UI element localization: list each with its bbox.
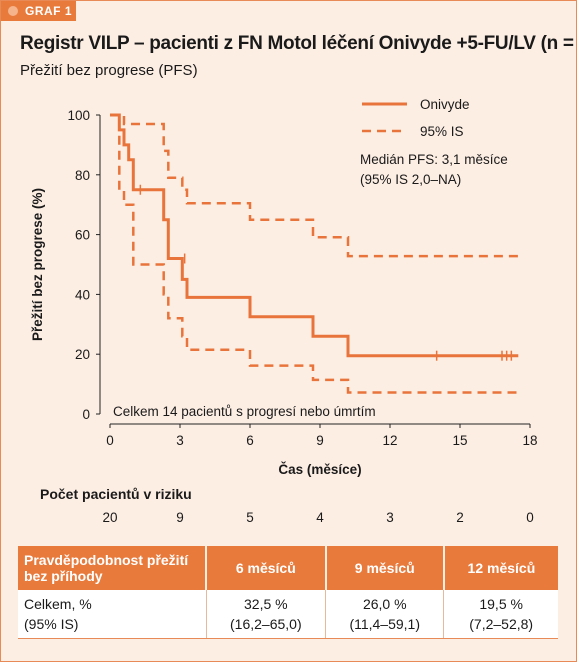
row-label-line2: (95% IS)	[24, 616, 79, 632]
series-line-ci-1	[110, 113, 519, 394]
risk-count: 0	[526, 510, 534, 525]
y-tick-label: 40	[75, 287, 90, 302]
events-footnote: Celkem 14 pacientů s progresí nebo úmrtí…	[113, 404, 376, 419]
cell-12m-value: 19,5 %	[479, 596, 523, 612]
risk-count: 9	[176, 510, 184, 525]
row-label: Celkem, % (95% IS)	[18, 590, 207, 639]
risk-row: 20 9 5 4 3 2 0	[102, 510, 534, 525]
figure-tag: GRAF 1	[1, 1, 76, 21]
x-tick-label: 0	[106, 433, 114, 448]
y-tick-label: 60	[75, 228, 90, 243]
y-tick-label: 0	[82, 407, 90, 422]
risk-count: 2	[456, 510, 464, 525]
median-annotation: Medián PFS: 3,1 měsíce	[360, 152, 508, 167]
table-header-label: Pravděpodobnost přežití bez příhody	[18, 546, 207, 590]
risk-count: 4	[316, 510, 324, 525]
median-ci-annotation: (95% IS 2,0–NA)	[360, 172, 461, 187]
cell-9m: 26,0 % (11,4–59,1)	[325, 590, 445, 639]
risk-label: Počet pacientů v riziku	[40, 486, 192, 502]
legend-label-onivyde: Onivyde	[420, 97, 470, 112]
km-chart: 0 20 40 60 80 100 0 3 6 9 12 15 18 Přežití bez progre…	[30, 97, 538, 477]
cell-6m-value: 32,5 %	[244, 596, 288, 612]
tag-dot-icon	[8, 6, 18, 16]
legend-label-ci: 95% IS	[420, 124, 464, 139]
cell-12m: 19,5 % (7,2–52,8)	[443, 590, 558, 639]
table-header-row: Pravděpodobnost přežití bez příhody 6 mě…	[18, 546, 558, 590]
x-tick-label: 6	[246, 433, 254, 448]
probability-table: Pravděpodobnost přežití bez příhody 6 mě…	[18, 546, 558, 639]
figure-tag-label: GRAF 1	[25, 4, 73, 18]
x-tick-label: 18	[522, 433, 537, 448]
table-header-6m: 6 měsíců	[206, 546, 327, 590]
x-axis-label: Čas (měsíce)	[278, 462, 361, 477]
cell-12m-ci: (7,2–52,8)	[469, 616, 534, 632]
y-tick-label: 100	[67, 108, 90, 123]
x-tick-label: 15	[452, 433, 467, 448]
x-tick-label: 9	[316, 433, 324, 448]
cell-9m-value: 26,0 %	[362, 596, 407, 612]
y-tick-label: 20	[75, 347, 90, 362]
risk-count: 3	[386, 510, 394, 525]
cell-6m-ci: (16,2–65,0)	[230, 616, 302, 632]
cell-9m-ci: (11,4–59,1)	[349, 616, 421, 632]
table-row: Celkem, % (95% IS) 32,5 % (16,2–65,0) 26…	[18, 590, 558, 639]
x-tick-label: 12	[382, 433, 397, 448]
risk-count: 5	[246, 510, 254, 525]
cell-6m: 32,5 % (16,2–65,0)	[206, 590, 327, 639]
row-label-line1: Celkem, %	[24, 596, 92, 612]
chart-title: Registr VILP – pacienti z FN Motol léčen…	[20, 33, 577, 54]
y-axis-label: Přežití bez progrese (%)	[30, 188, 45, 341]
table-header-9m: 9 měsíců	[325, 546, 445, 590]
y-tick-label: 80	[75, 168, 90, 183]
series-line-ci-2	[110, 113, 519, 258]
table-header-12m: 12 měsíců	[443, 546, 558, 590]
series-line-onivyde	[110, 113, 519, 358]
x-tick-label: 3	[176, 433, 184, 448]
risk-count: 20	[102, 510, 117, 525]
chart-subtitle: Přežití bez progrese (PFS)	[20, 62, 198, 79]
